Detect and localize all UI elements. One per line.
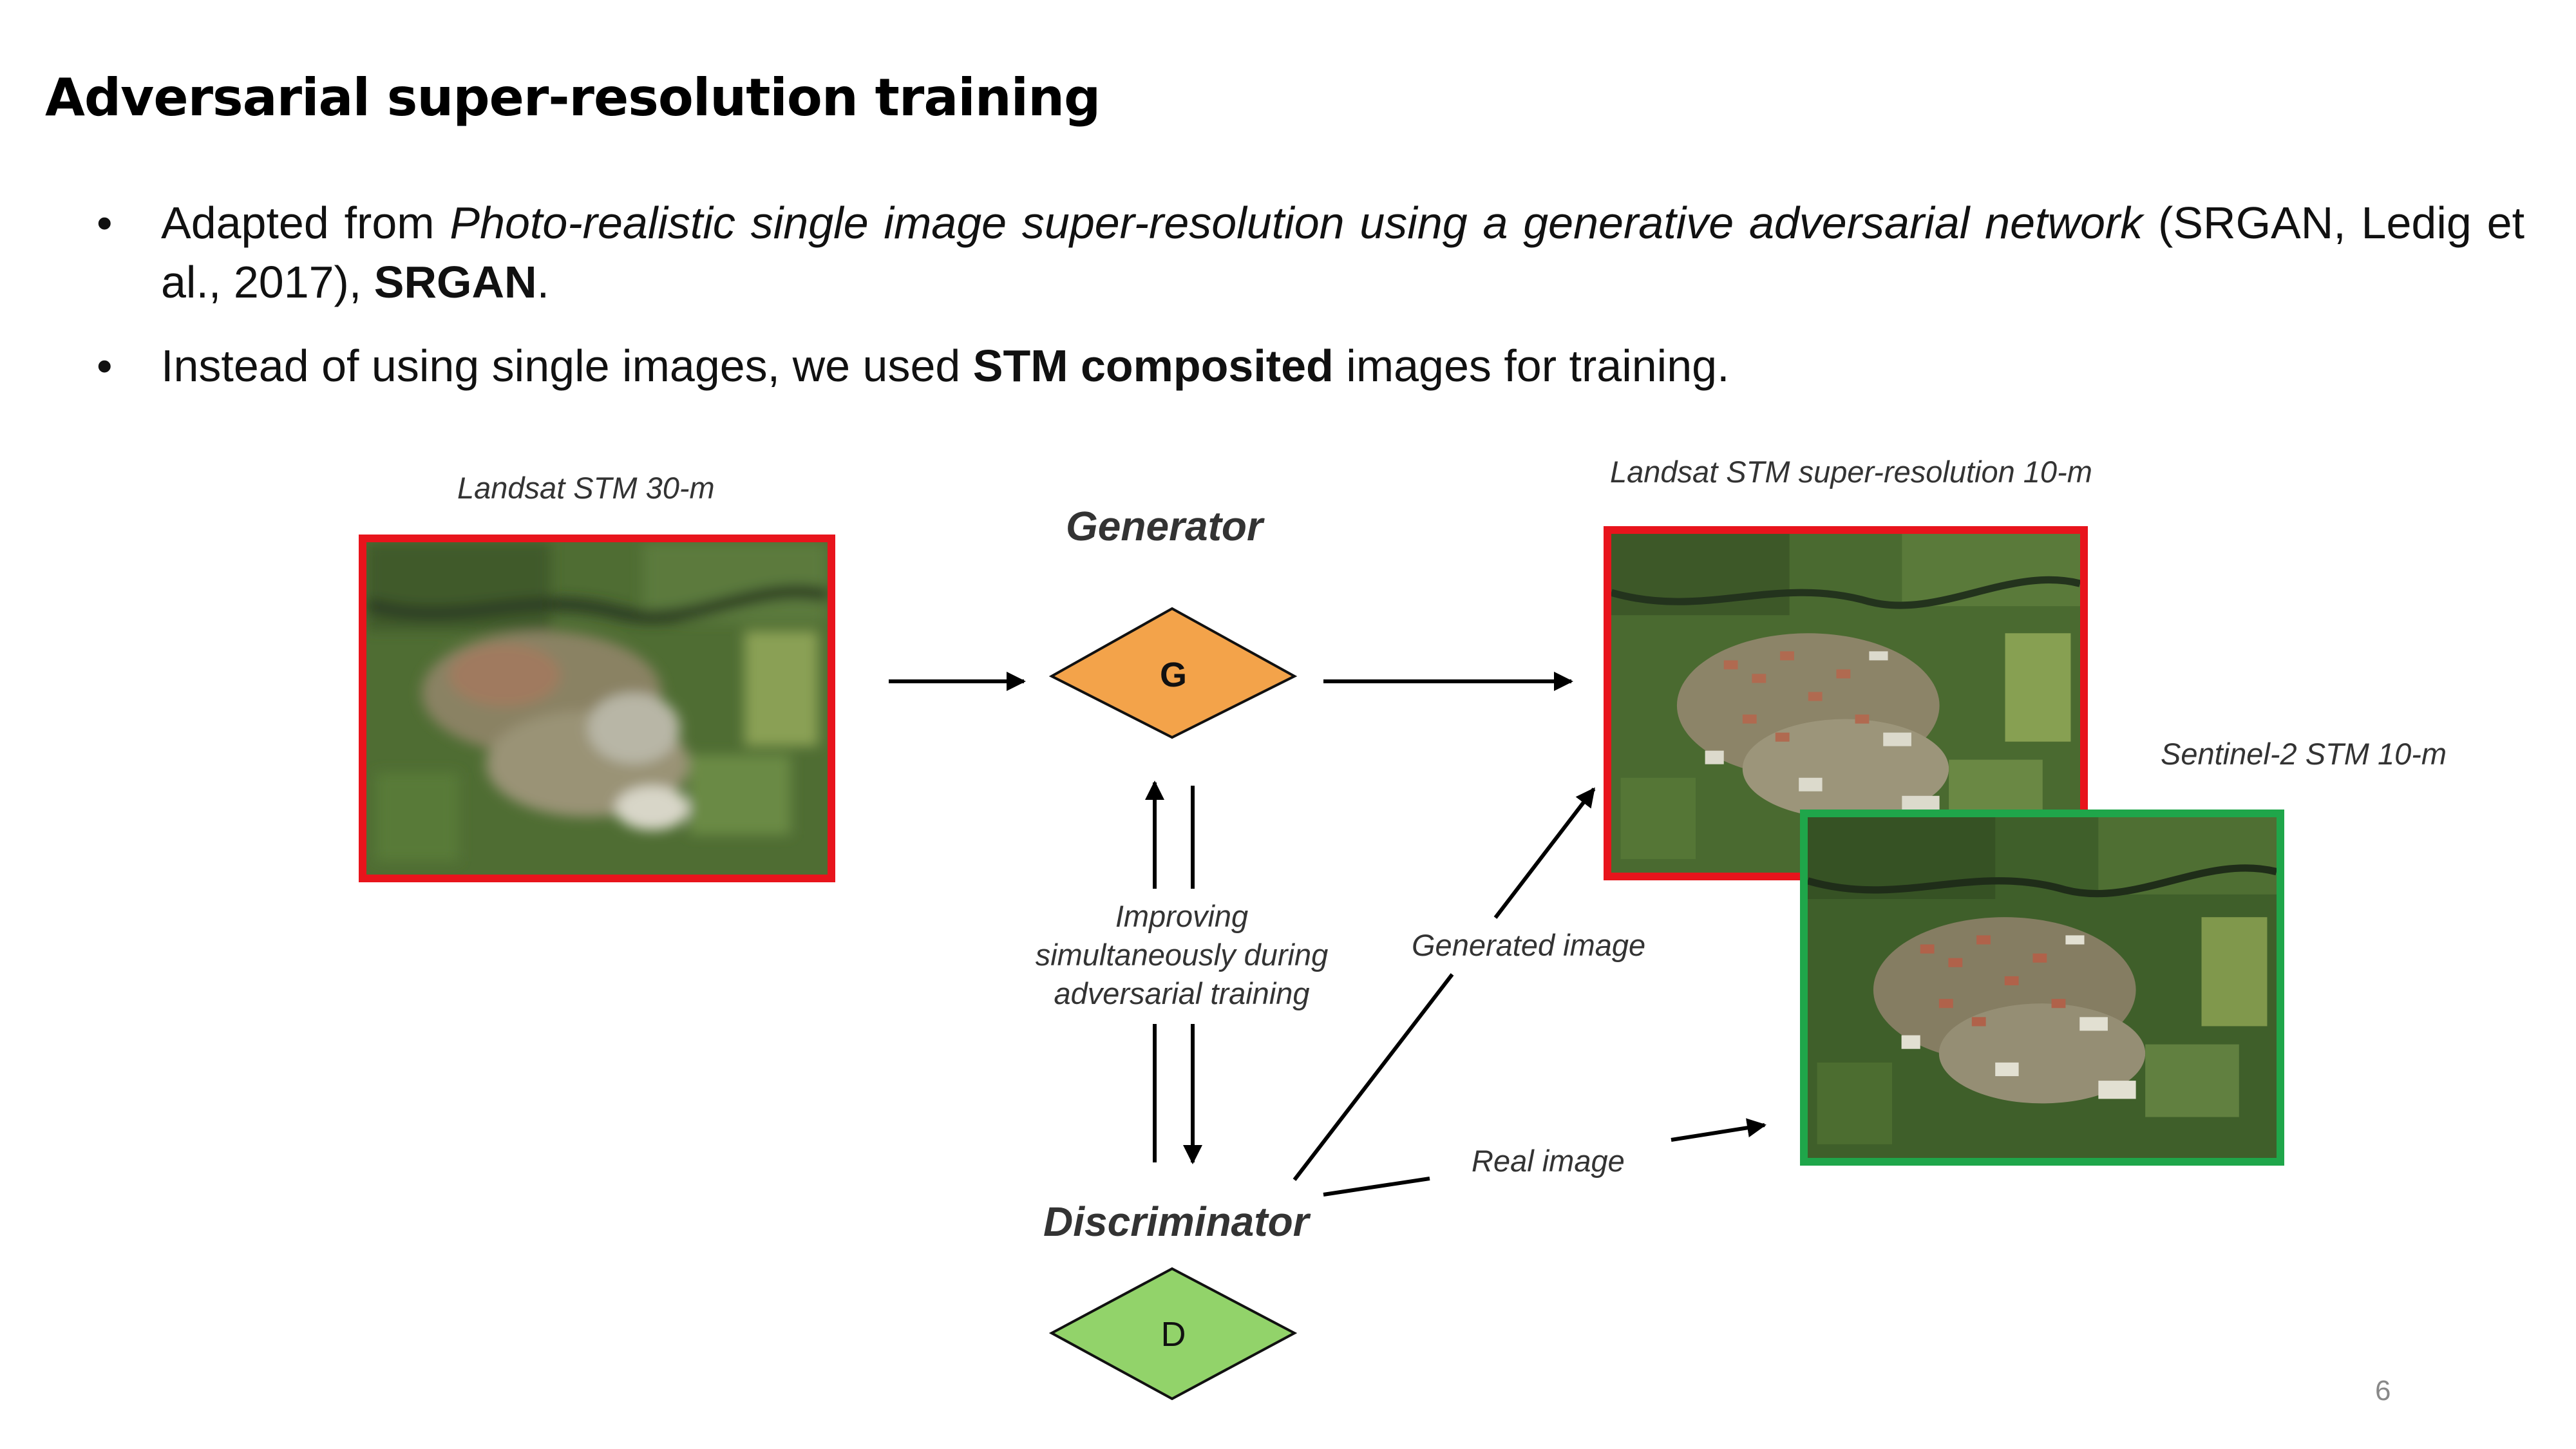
bullet-srgan: • Adapted from Photo-realistic single im… [97, 193, 2524, 312]
discriminator-diamond [1048, 1267, 1298, 1401]
real-image-line-left [1323, 1177, 1430, 1197]
real-image-label: Real image [1472, 1144, 1625, 1178]
generator-diamond [1048, 607, 1298, 739]
discriminator-letter: D [1161, 1315, 1186, 1354]
bullet-marker: • [97, 198, 113, 248]
paper-title: Photo-realistic single image super-resol… [450, 198, 2143, 248]
landsat-super-resolution-image [1604, 526, 2088, 880]
slide-title: Adversarial super-resolution training [45, 68, 1101, 128]
bullet-stm: • Instead of using single images, we use… [97, 336, 2524, 395]
generated-image-label: Generated image [1412, 928, 1646, 962]
generator-caption: Generator [1066, 503, 1263, 549]
input-caption: Landsat STM 30-m [457, 471, 715, 505]
real-image-arrow [1671, 1118, 1766, 1142]
bullet-text: . [536, 257, 550, 307]
output-caption: Landsat STM super-resolution 10-m [1610, 455, 2092, 489]
generated-image-line-lower [1293, 973, 1454, 1181]
bullet-text: Adapted from [161, 198, 450, 248]
bullet-marker: • [97, 341, 113, 391]
generator-letter: G [1160, 656, 1187, 694]
landsat-30m-image [359, 535, 835, 882]
bullet-text: images for training. [1333, 341, 1730, 391]
bullet-text: Instead of using single images, we used [161, 341, 973, 391]
page-number: 6 [2375, 1375, 2391, 1406]
generated-image-arrow [1493, 787, 1596, 919]
sentinel2-10m-image [1800, 810, 2284, 1166]
feedback-caption: Improving simultaneously during adversar… [1035, 899, 1329, 1010]
stm-bold: STM composited [972, 341, 1334, 391]
discriminator-caption: Discriminator [1043, 1198, 1309, 1245]
reference-caption: Sentinel-2 STM 10-m [2161, 737, 2447, 771]
srgan-bold: SRGAN [374, 257, 537, 307]
bullet-list: • Adapted from Photo-realistic single im… [97, 193, 2524, 395]
bullet-text: (SRGAN, Ledig et al., 2017), [161, 198, 2525, 307]
